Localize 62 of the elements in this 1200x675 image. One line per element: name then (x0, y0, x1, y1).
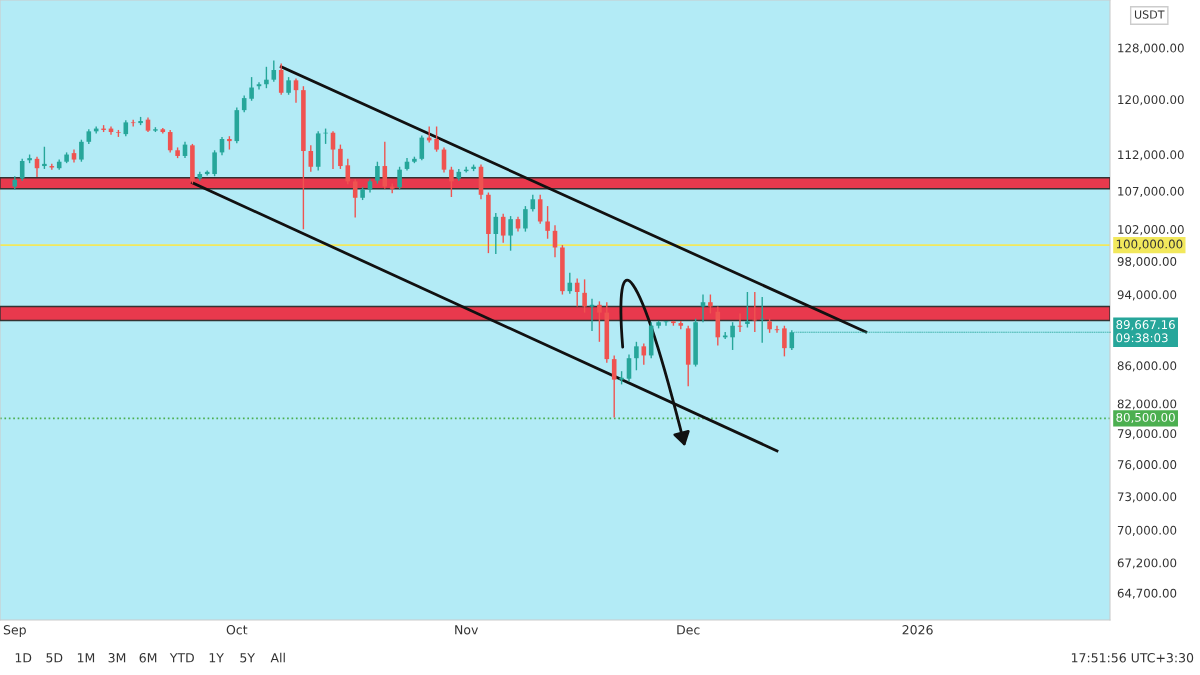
text: 6M (139, 653, 157, 663)
text: YTD (169, 653, 194, 663)
text: 5D (46, 653, 63, 663)
candlestick (42, 146, 47, 170)
y-tick-label: 73,000.00 (1117, 492, 1177, 503)
y-tick-label: 70,000.00 (1117, 525, 1177, 536)
candlestick (663, 320, 669, 327)
candlestick (79, 139, 84, 163)
candlestick (264, 66, 269, 89)
y-tick-label: 120,000.00 (1118, 95, 1184, 106)
y-tick-label: 107,000.00 (1118, 186, 1184, 197)
candlestick (774, 325, 780, 334)
candlestick (523, 205, 528, 233)
y-tick-label: 79,000.00 (1117, 429, 1177, 440)
text: 17:51:56 UTC+3:30 (1071, 653, 1194, 663)
candlestick (375, 161, 380, 185)
candlestick (212, 149, 217, 177)
y-tick-label: 128,000.00 (1118, 43, 1184, 54)
candlestick (759, 296, 765, 344)
text: 1Y (209, 653, 224, 663)
y-tick-label: 82,000.00 (1117, 399, 1177, 410)
candlestick (434, 125, 439, 153)
y-tick-label: 112,000.00 (1118, 150, 1184, 161)
text: All (270, 652, 285, 663)
candlestick (708, 293, 713, 315)
y-tick-label: 86,000.00 (1117, 361, 1177, 372)
text: 5Y (240, 653, 256, 663)
candlestick (589, 298, 595, 332)
y-tick-label: 64,700.00 (1117, 588, 1177, 599)
x-tick-label: Sep (3, 625, 26, 637)
x-tick-label: 2026 (902, 625, 933, 635)
candlestick (352, 178, 358, 219)
candlestick (508, 215, 513, 252)
candlestick (271, 59, 277, 83)
text: 1M (77, 653, 95, 663)
candlestick (634, 341, 639, 371)
candlestick (737, 312, 743, 333)
candlestick (582, 278, 587, 314)
candlestick (597, 300, 602, 343)
candlestick (700, 293, 706, 323)
x-tick-label: Dec (677, 625, 700, 635)
y-axis-title: USDT (1134, 10, 1165, 19)
y-tick-label: 102,000.00 (1118, 224, 1184, 236)
candlestick (397, 166, 402, 191)
candlestick (782, 325, 787, 358)
candlestick (730, 321, 735, 351)
candlestick (249, 76, 254, 102)
text: 3M (108, 653, 126, 663)
y-tick-label: 98,000.00 (1117, 256, 1177, 268)
y-tick-label: 67,200.00 (1117, 558, 1177, 569)
ref-line-label: 80,500.00 (1116, 412, 1175, 424)
y-tick-label: 94,000.00 (1117, 290, 1177, 301)
candlestick (545, 205, 550, 240)
ref-line-label: 100,000.00 (1116, 239, 1183, 250)
x-tick-label: Oct (226, 625, 248, 635)
candlestick (745, 291, 750, 329)
annotation: 89,667.16 09:38:03 (1116, 320, 1175, 343)
candlestick (338, 143, 343, 170)
x-tick-label: Nov (455, 625, 479, 635)
y-tick-label: 76,000.00 (1117, 460, 1177, 471)
candlestick (449, 166, 454, 198)
text: 1D (15, 653, 32, 663)
